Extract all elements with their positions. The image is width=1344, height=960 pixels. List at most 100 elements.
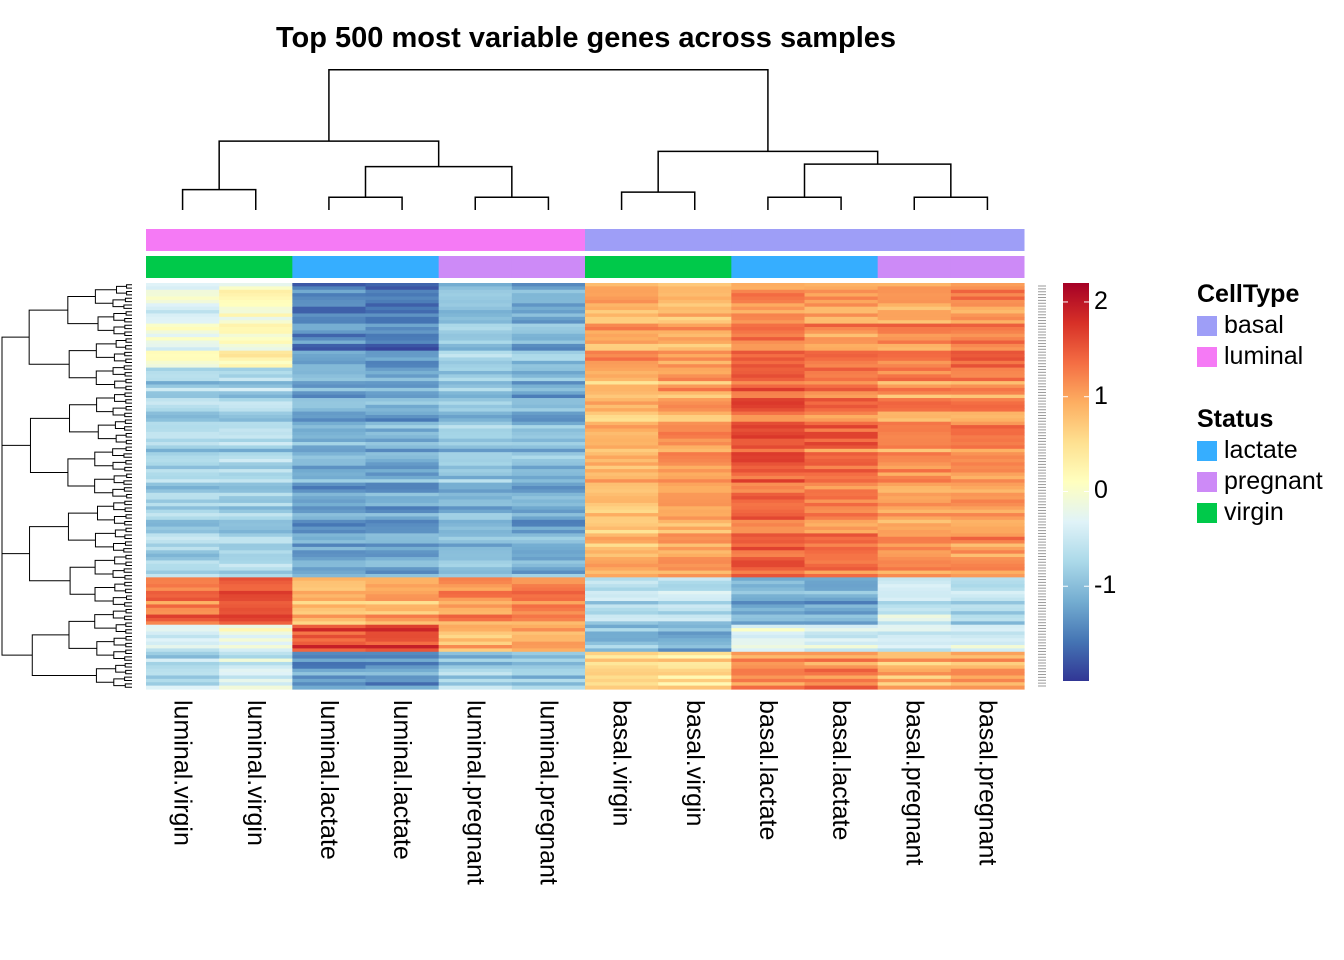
heatmap-cell <box>585 333 659 338</box>
heatmap-cell <box>877 448 952 453</box>
heatmap-cell <box>219 435 293 440</box>
heatmap-cell <box>292 414 367 419</box>
heatmap-cell <box>511 482 586 487</box>
heatmap-cell <box>585 364 659 369</box>
heatmap-cell <box>146 631 220 636</box>
heatmap-cell <box>877 414 952 419</box>
heatmap-cell <box>146 472 220 477</box>
heatmap-cell <box>877 672 952 677</box>
heatmap-cell <box>804 513 879 518</box>
legend-swatch-pregnant <box>1197 472 1217 492</box>
heatmap-cell <box>292 350 367 355</box>
heatmap-cell <box>877 587 952 592</box>
heatmap-cell <box>511 533 586 538</box>
heatmap-cell <box>731 678 806 683</box>
heatmap-cell <box>511 455 586 460</box>
heatmap-cell <box>585 431 659 436</box>
heatmap-cell <box>292 411 367 416</box>
heatmap-cell <box>511 607 586 612</box>
heatmap-cell <box>950 489 1025 494</box>
row-dendrogram-branch <box>125 554 132 560</box>
sample-label: basal.pregnant <box>973 700 1002 866</box>
heatmap-cell <box>365 492 440 497</box>
heatmap-cell <box>292 448 367 453</box>
heatmap-cell <box>219 590 293 595</box>
heatmap-cell <box>292 590 367 595</box>
heatmap-cell <box>511 590 586 595</box>
heatmap-cell <box>146 431 220 436</box>
heatmap-cell <box>146 601 220 606</box>
heatmap-cell <box>511 411 586 416</box>
heatmap-cell <box>146 337 220 342</box>
heatmap-cell <box>731 665 806 670</box>
heatmap-cell <box>950 665 1025 670</box>
heatmap-cell <box>950 550 1025 555</box>
heatmap-cell <box>292 553 367 558</box>
heatmap-cell <box>731 401 806 406</box>
heatmap-cell <box>804 648 879 653</box>
heatmap-cell <box>292 435 367 440</box>
row-dendrogram-branch <box>69 404 99 433</box>
heatmap-cell <box>219 614 293 619</box>
heatmap-cell <box>219 472 293 477</box>
heatmap-cell <box>438 617 513 622</box>
heatmap-cell <box>438 428 513 433</box>
heatmap-cell <box>146 513 220 518</box>
heatmap-cell <box>292 469 367 474</box>
heatmap-cell <box>438 540 513 545</box>
heatmap-cell <box>731 482 806 487</box>
heatmap-cell <box>585 560 659 565</box>
heatmap-body <box>146 283 1025 690</box>
heatmap-cell <box>950 597 1025 602</box>
heatmap-cell <box>950 442 1025 446</box>
row-dendrogram-branch <box>125 405 132 411</box>
heatmap-cell <box>146 316 220 321</box>
heatmap-cell <box>219 651 293 656</box>
heatmap-cell <box>877 546 952 551</box>
heatmap-cell <box>511 333 586 338</box>
heatmap-cell <box>731 540 806 545</box>
heatmap-cell <box>658 661 732 666</box>
heatmap-cell <box>292 516 367 521</box>
heatmap-cell <box>731 350 806 355</box>
heatmap-cell <box>511 479 586 484</box>
heatmap-cell <box>877 289 952 294</box>
celltype-annotation-cell <box>585 229 659 251</box>
heatmap-cell <box>731 529 806 534</box>
heatmap-cell <box>950 313 1025 318</box>
heatmap-cell <box>146 296 220 301</box>
legend-item-basal: basal <box>1197 310 1323 341</box>
heatmap-cell <box>365 370 440 375</box>
heatmap-cell <box>511 448 586 453</box>
heatmap-cell <box>219 360 293 365</box>
celltype-annotation-cell <box>219 229 293 251</box>
heatmap-cell <box>658 624 732 629</box>
heatmap-cell <box>146 570 220 575</box>
heatmap-cell <box>658 645 732 649</box>
heatmap-cell <box>292 567 367 572</box>
heatmap-cell <box>585 421 659 426</box>
heatmap-cell <box>585 628 659 633</box>
heatmap-cell <box>731 523 806 528</box>
heatmap-cell <box>950 425 1025 430</box>
heatmap-cell <box>585 523 659 528</box>
heatmap-cell <box>292 614 367 619</box>
chart-title: Top 500 most variable genes across sampl… <box>275 22 897 54</box>
heatmap-cell <box>511 597 586 602</box>
heatmap-cell <box>585 442 659 446</box>
heatmap-cell <box>146 306 220 311</box>
row-dendrogram-branch <box>113 502 126 511</box>
heatmap-cell <box>731 624 806 629</box>
heatmap-cell <box>511 340 586 345</box>
heatmap-cell <box>365 580 440 585</box>
heatmap-cell <box>219 482 293 487</box>
heatmap-cell <box>292 398 367 403</box>
heatmap-cell <box>146 323 220 328</box>
row-dendrogram-branch <box>124 318 132 323</box>
heatmap-cell <box>511 299 586 304</box>
row-dendrogram-branch <box>94 559 115 575</box>
heatmap-cell <box>658 347 732 352</box>
heatmap-cell <box>731 560 806 565</box>
heatmap-cell <box>804 414 879 419</box>
heatmap-cell <box>950 584 1025 589</box>
